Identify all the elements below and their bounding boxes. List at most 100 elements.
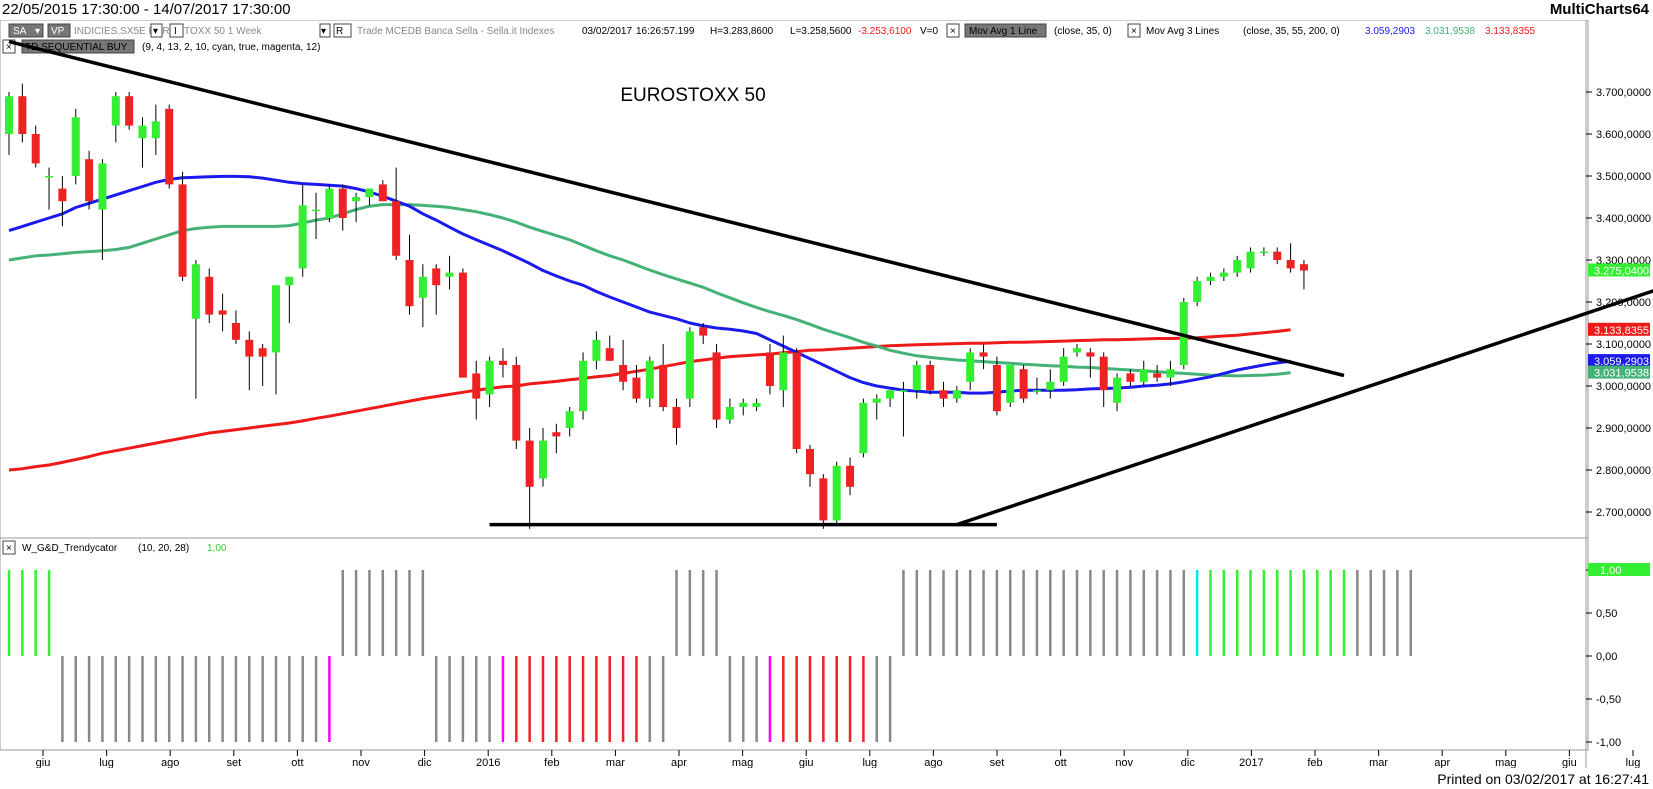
indicator-bars xyxy=(7,570,1412,742)
candle-down xyxy=(619,365,628,382)
value-label: 3.275,0400 xyxy=(1594,265,1649,277)
symbol-dropdown[interactable] xyxy=(150,23,163,38)
value-label-box xyxy=(1588,322,1650,336)
title-bar: 22/05/2015 17:30:00 - 14/07/2017 17:30:0… xyxy=(0,0,1653,20)
vp-button-label: VP xyxy=(51,26,65,37)
candle-up xyxy=(1206,276,1215,281)
candle-up xyxy=(151,121,160,139)
candle-down xyxy=(939,390,948,399)
candle-down xyxy=(31,134,40,164)
candle-down xyxy=(979,352,988,357)
indicator-value-label: 1,00 xyxy=(1600,565,1621,577)
candle-up xyxy=(872,398,881,403)
r-button[interactable] xyxy=(333,23,352,38)
close-study1-button[interactable] xyxy=(946,23,960,38)
candle-down xyxy=(178,184,187,277)
close-indicator-button[interactable] xyxy=(2,540,16,555)
candle-down xyxy=(165,108,174,185)
chart-title: EUROSTOXX 50 xyxy=(620,85,765,106)
candle-up xyxy=(45,176,54,178)
i-button[interactable] xyxy=(169,23,184,38)
candle-down xyxy=(405,260,414,307)
ma35-line xyxy=(8,174,1291,395)
candle-down xyxy=(846,465,855,487)
candle-down xyxy=(712,352,721,420)
quote-time: 16:26:57.199 xyxy=(636,26,695,37)
value-label: 3.031,9538 xyxy=(1594,368,1649,380)
candles xyxy=(5,83,1308,529)
time-tick-label: dic xyxy=(418,757,433,768)
candle-down xyxy=(58,188,67,202)
study3-name: TD SEQUENTIAL BUY xyxy=(25,42,128,53)
time-tick-label: lug xyxy=(99,757,114,768)
candle-up xyxy=(912,365,921,391)
candle-down xyxy=(458,272,467,378)
price-tick-label: 2.900,0000 xyxy=(1596,423,1651,435)
i-button-label: I xyxy=(174,26,177,37)
candle-down xyxy=(1019,369,1028,399)
quote-high: H=3.283,8600 xyxy=(710,26,774,37)
candle-down xyxy=(205,276,214,315)
r-button-label: R xyxy=(336,26,343,37)
candle-up xyxy=(952,390,961,399)
quote-date: 03/02/2017 xyxy=(582,26,632,37)
toolbar: SA ▾ VP INDICIES.SX5E EUROSTOXX 50 1 Wee… xyxy=(2,23,1535,54)
indicator-panel xyxy=(0,537,1589,751)
time-tick-label: apr xyxy=(1434,757,1450,768)
candle-down xyxy=(125,96,134,126)
time-tick-label: mar xyxy=(606,757,625,768)
time-tick-label: giu xyxy=(36,757,51,768)
candle-down xyxy=(1153,373,1162,378)
vp-button[interactable] xyxy=(47,23,71,38)
candle-up xyxy=(579,360,588,412)
indicator-params: (10, 20, 28) xyxy=(138,543,189,554)
chart-area[interactable]: SA ▾ VP INDICIES.SX5E EUROSTOXX 50 1 Wee… xyxy=(0,20,1653,768)
candle-up xyxy=(1113,377,1122,403)
candle-up xyxy=(752,402,761,407)
time-tick-label: nov xyxy=(1115,757,1133,768)
candle-up xyxy=(1059,356,1068,382)
candle-down xyxy=(992,365,1001,412)
candle-up xyxy=(298,205,307,269)
candle-up xyxy=(71,117,80,176)
value-label-box xyxy=(1588,365,1650,379)
price-tick-label: 3.400,0000 xyxy=(1596,213,1651,225)
candle-down xyxy=(1286,260,1295,269)
study1-chip[interactable] xyxy=(964,23,1047,38)
candle-down xyxy=(1299,264,1308,271)
candle-up xyxy=(191,264,200,319)
candle-up xyxy=(98,163,107,210)
candle-up xyxy=(1246,251,1255,269)
candle-up xyxy=(1193,281,1202,302)
candle-up xyxy=(859,402,868,454)
candle-up xyxy=(1166,369,1175,378)
candle-up xyxy=(365,188,374,197)
candle-up xyxy=(1179,302,1188,365)
chevron-down-icon: ▾ xyxy=(35,26,40,37)
close-icon: × xyxy=(6,42,12,53)
candle-up xyxy=(1139,369,1148,382)
price-tick-label: 2.700,0000 xyxy=(1596,507,1651,519)
close-study2-button[interactable] xyxy=(1127,23,1141,38)
candle-down xyxy=(378,184,387,202)
candle-down xyxy=(245,339,254,357)
trendline xyxy=(8,39,1345,378)
candle-down xyxy=(1099,356,1108,391)
indicator-value: 1,00 xyxy=(207,543,227,554)
sa-button[interactable] xyxy=(8,23,44,38)
time-tick-label: mag xyxy=(1495,757,1516,768)
candle-up xyxy=(779,352,788,391)
candle-up xyxy=(5,96,13,134)
time-tick-label: mag xyxy=(732,757,753,768)
candle-up xyxy=(565,411,574,428)
candle-down xyxy=(1126,373,1135,382)
resolution-dropdown[interactable] xyxy=(319,23,331,38)
chevron-down-icon: ▾ xyxy=(321,26,326,37)
app-name: MultiCharts64 xyxy=(1549,1,1649,18)
candle-down xyxy=(806,449,814,475)
time-tick-label: lug xyxy=(1626,757,1641,768)
study2-params: (close, 35, 55, 200, 0) xyxy=(1243,26,1340,37)
candle-down xyxy=(432,268,441,286)
study1-params: (close, 35, 0) xyxy=(1054,26,1112,37)
